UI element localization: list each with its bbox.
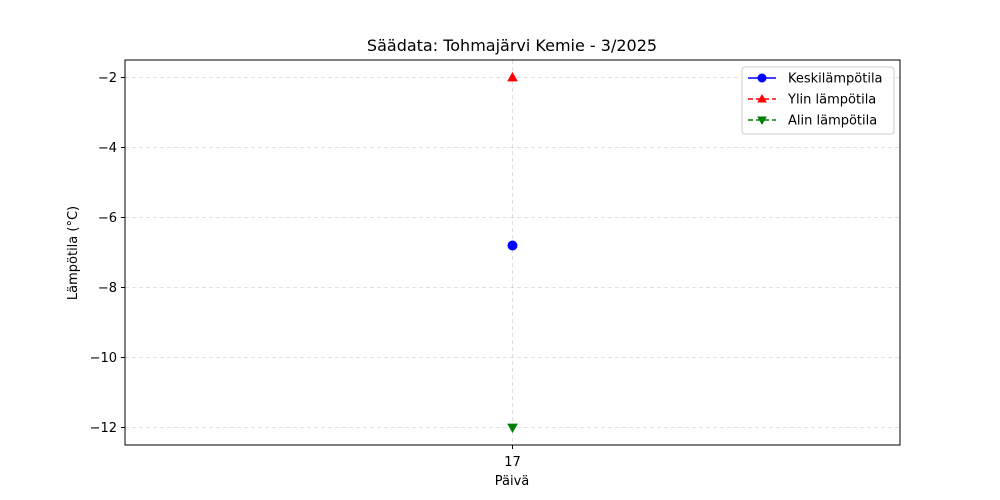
- axis-ticks: −2 −4 −6 −8 −10 −12 17: [90, 71, 521, 470]
- chart-title: Säädata: Tohmajärvi Kemie - 3/2025: [367, 36, 657, 55]
- x-tick-label: 17: [504, 455, 521, 470]
- legend-label: Keskilämpötila: [788, 72, 883, 87]
- data-point-max: [507, 71, 518, 82]
- legend-box: [741, 66, 895, 135]
- y-tick-label: −6: [98, 211, 117, 226]
- legend-marker: [757, 93, 767, 103]
- data-point-mean: [507, 240, 518, 251]
- data-marks: [507, 71, 518, 434]
- y-tick-label: −10: [90, 351, 117, 366]
- legend-marker: [757, 73, 767, 83]
- y-tick-label: −12: [90, 421, 117, 436]
- x-axis-label: Päivä: [495, 474, 530, 489]
- legend-label: Ylin lämpötila: [787, 93, 876, 108]
- legend-label: Alin lämpötila: [788, 114, 877, 129]
- y-tick-label: −2: [98, 71, 117, 86]
- legend: Keskilämpötila Ylin lämpötila Alin lämpöti…: [741, 66, 895, 135]
- y-axis-label: Lämpötila (°C): [66, 206, 81, 300]
- y-tick-label: −8: [98, 281, 117, 296]
- legend-marker: [757, 116, 767, 126]
- y-tick-label: −4: [98, 141, 117, 156]
- data-point-min: [507, 423, 518, 434]
